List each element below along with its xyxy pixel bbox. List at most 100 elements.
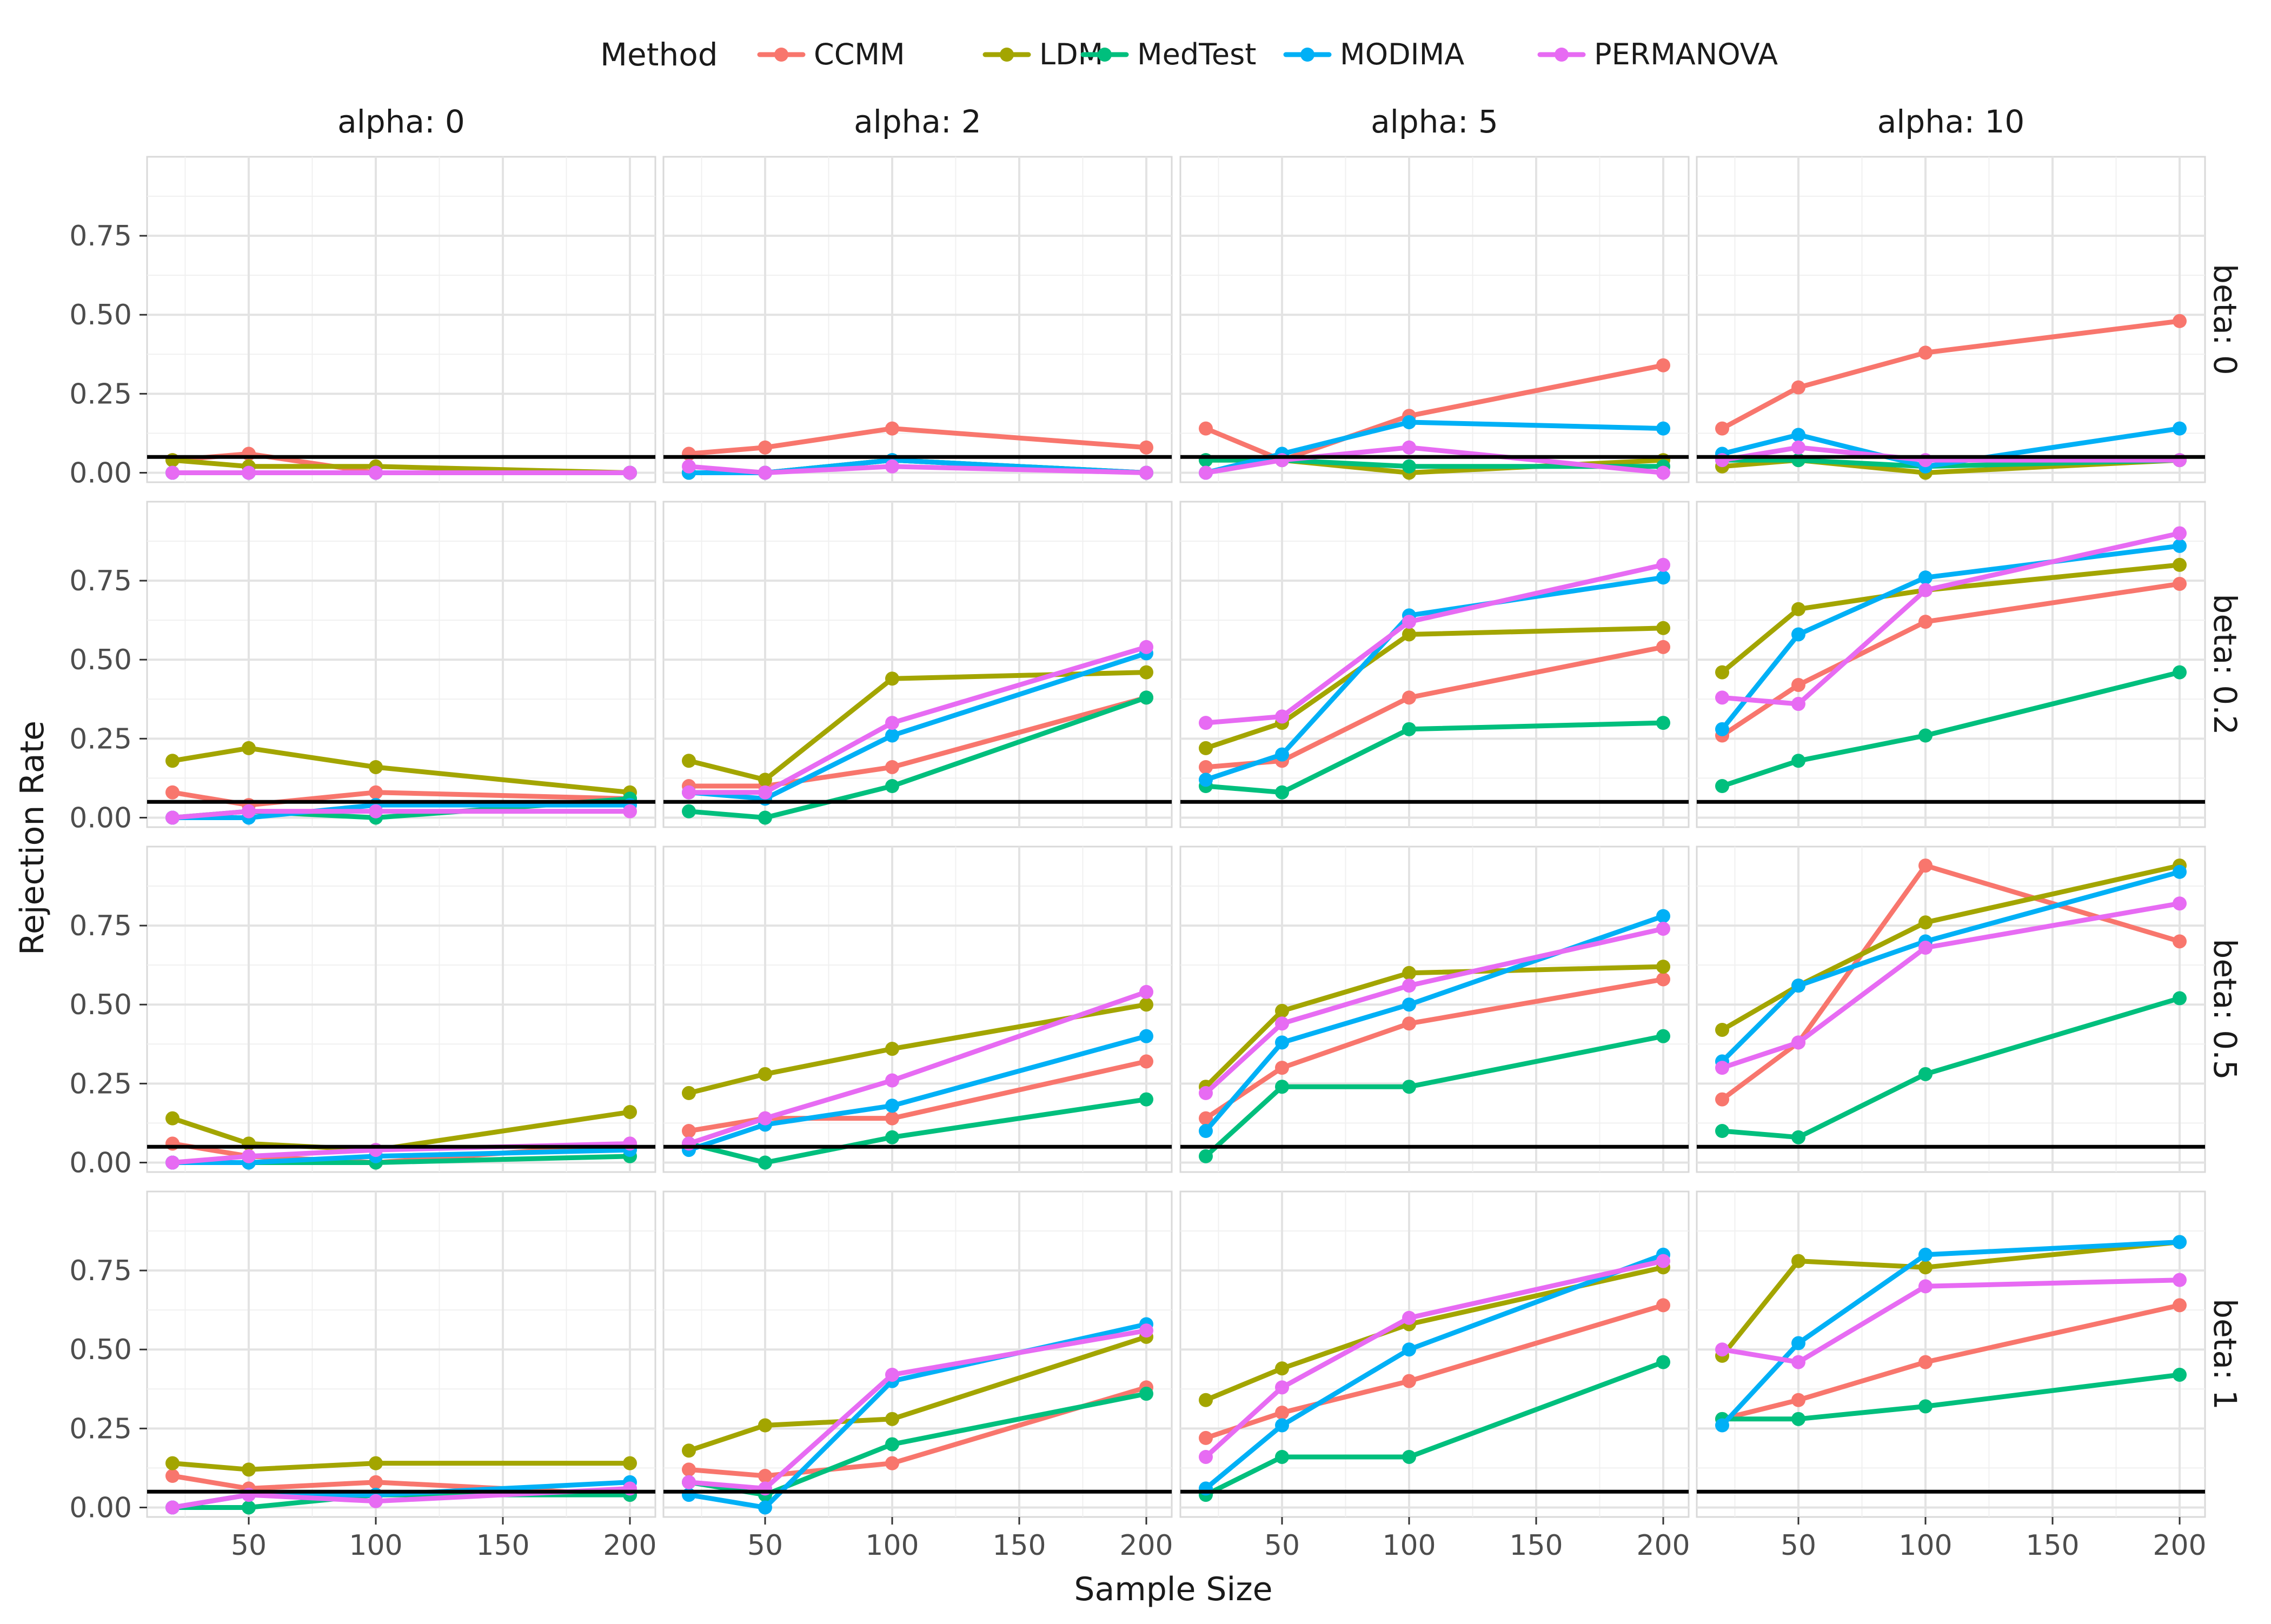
series-line-permanova: [1719, 445, 2182, 463]
series-line-ldm: [686, 1002, 1149, 1096]
data-point-permanova: [682, 1475, 696, 1489]
data-point-permanova: [1791, 1355, 1805, 1369]
data-point-permanova: [1656, 1254, 1670, 1268]
x-tick-label: 50: [1781, 1529, 1816, 1562]
series-line-modima: [1203, 1252, 1666, 1491]
data-point-modima: [1791, 1336, 1805, 1350]
data-point-ccmm: [1918, 345, 1933, 360]
x-tick-label: 50: [747, 1529, 783, 1562]
series-line-modima: [1203, 575, 1666, 782]
y-tick-label: 0.00: [69, 457, 132, 489]
data-point-ccmm: [885, 1456, 899, 1470]
data-point-permanova: [623, 804, 637, 818]
data-point-permanova: [369, 465, 383, 480]
data-point-modima: [1791, 979, 1805, 993]
data-point-medtest: [1918, 728, 1933, 743]
x-tick-label: 100: [349, 1529, 402, 1562]
series-line-ccmm: [1719, 318, 2182, 431]
data-point-ldm: [165, 1111, 180, 1126]
data-point-medtest: [1402, 1449, 1416, 1464]
x-tick-label: 100: [1898, 1529, 1952, 1562]
y-tick-label: 0.75: [69, 220, 132, 252]
data-point-ccmm: [1402, 1374, 1416, 1388]
series-line-ldm: [1719, 562, 2182, 675]
y-tick-label: 0.00: [69, 1147, 132, 1179]
panel-background: [1179, 846, 1690, 1173]
data-point-permanova: [1402, 1310, 1416, 1325]
legend: Method CCMM LDM MedTest MODIMA PERMANOVA: [600, 36, 1778, 73]
data-point-modima: [1918, 570, 1933, 585]
data-point-ldm: [1402, 966, 1416, 980]
data-point-ldm: [369, 1456, 383, 1470]
series-line-ccmm: [686, 426, 1149, 456]
y-tick-label: 0.75: [69, 565, 132, 597]
series-line-permanova: [1203, 445, 1666, 475]
series-line-permanova: [170, 809, 633, 820]
x-tick-label: 150: [476, 1529, 529, 1562]
data-point-permanova: [885, 459, 899, 474]
facet-row-label: beta: 0: [2207, 264, 2243, 375]
facet-panel: [1696, 501, 2206, 828]
facet-panel: [1696, 1190, 2206, 1518]
panel-background: [1696, 846, 2206, 1173]
data-point-modima: [1275, 747, 1289, 762]
y-tick-label: 0.50: [69, 989, 132, 1021]
data-point-ccmm: [369, 1475, 383, 1489]
series-line-ldm: [170, 457, 633, 475]
series-line-ldm: [170, 746, 633, 795]
data-point-ccmm: [2173, 314, 2187, 328]
legend-label-medtest: MedTest: [1137, 37, 1256, 71]
data-point-modima: [1402, 997, 1416, 1012]
series-line-ldm: [1719, 1240, 2182, 1359]
data-point-ccmm: [165, 785, 180, 800]
data-point-ccmm: [885, 760, 899, 774]
data-point-modima: [1199, 1124, 1213, 1139]
data-point-permanova: [1656, 921, 1670, 936]
panel-background: [1696, 156, 2206, 483]
data-point-modima: [1402, 1342, 1416, 1357]
y-tick-label: 0.25: [69, 1068, 132, 1100]
data-point-ccmm: [758, 440, 772, 455]
data-point-medtest: [885, 779, 899, 794]
data-point-permanova: [885, 716, 899, 730]
legend-label-modima: MODIMA: [1340, 37, 1464, 71]
series-line-permanova: [686, 464, 1149, 475]
data-point-permanova: [1139, 465, 1153, 480]
data-point-ccmm: [1656, 640, 1670, 654]
data-point-medtest: [1656, 716, 1670, 730]
series-line-ldm: [1203, 625, 1666, 751]
data-point-permanova: [165, 465, 180, 480]
data-point-medtest: [758, 810, 772, 825]
series-line-modima: [170, 1147, 633, 1165]
legend-marker-ccmm: [774, 48, 788, 62]
panel-background: [146, 156, 656, 483]
data-point-ldm: [885, 1412, 899, 1426]
series-line-modima: [1719, 1240, 2182, 1428]
data-point-permanova: [1402, 440, 1416, 455]
y-tick-label: 0.25: [69, 723, 132, 755]
x-tick-label: 200: [1119, 1529, 1173, 1562]
data-point-permanova: [1139, 640, 1153, 654]
data-point-ccmm: [165, 1469, 180, 1483]
data-point-ccmm: [1715, 421, 1729, 436]
facet-panel: [1179, 501, 1690, 828]
data-point-permanova: [1402, 979, 1416, 993]
data-point-permanova: [165, 810, 180, 825]
data-point-medtest: [2173, 665, 2187, 680]
series-line-ccmm: [686, 695, 1149, 789]
data-point-permanova: [1402, 615, 1416, 629]
series-line-medtest: [1719, 670, 2182, 789]
data-point-permanova: [885, 1073, 899, 1088]
data-point-permanova: [1275, 1380, 1289, 1395]
data-point-ldm: [1139, 997, 1153, 1012]
data-point-ccmm: [1918, 858, 1933, 873]
data-point-medtest: [758, 1155, 772, 1170]
data-point-permanova: [682, 459, 696, 474]
y-tick-label: 0.00: [69, 1492, 132, 1524]
legend-title: Method: [600, 36, 718, 73]
data-point-ldm: [1199, 741, 1213, 755]
data-point-modima: [1715, 722, 1729, 736]
data-point-ccmm: [1199, 760, 1213, 774]
facet-row-label: beta: 0.2: [2207, 594, 2243, 735]
